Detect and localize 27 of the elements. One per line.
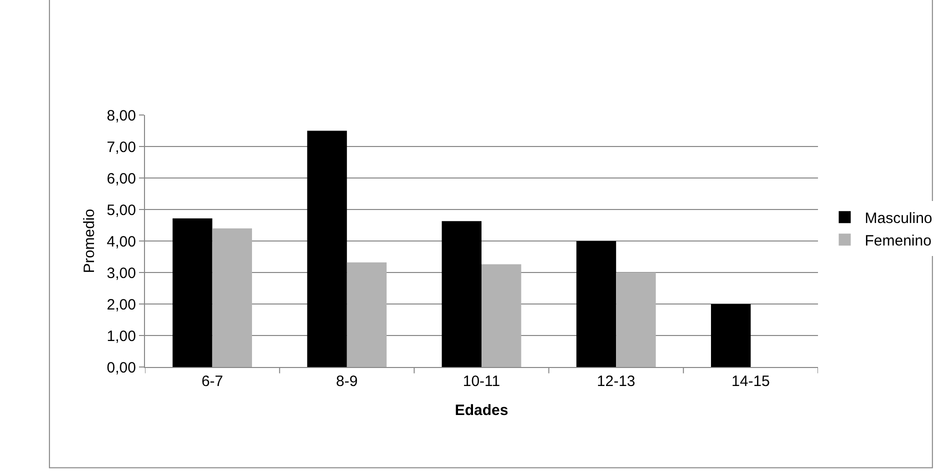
x-tick-label: 6-7	[201, 373, 224, 390]
y-tick-label: 8,00	[106, 107, 136, 124]
y-tick-label: 6,00	[106, 170, 136, 188]
y-tick-label: 0,00	[106, 359, 136, 376]
y-tick-label: 3,00	[106, 264, 136, 282]
bar	[442, 221, 482, 367]
y-tick-label: 1,00	[106, 328, 136, 345]
bar	[307, 130, 347, 367]
bar	[212, 228, 252, 367]
bar	[172, 218, 212, 367]
legend-label: Femenino	[864, 232, 932, 250]
y-tick-label: 4,00	[106, 233, 136, 250]
bar	[616, 272, 656, 367]
y-tick-label: 7,00	[106, 138, 136, 156]
x-tick-label: 8-9	[336, 373, 358, 390]
bar	[346, 262, 387, 367]
y-axis-title: Promedio	[81, 208, 98, 274]
bar	[710, 304, 751, 367]
y-tick-label: 2,00	[106, 296, 136, 314]
bar	[576, 241, 616, 367]
x-axis-title: Edades	[454, 402, 508, 419]
x-tick-label: 14-15	[732, 373, 770, 390]
x-tick-label: 10-11	[462, 373, 500, 390]
bar	[482, 264, 522, 367]
y-tick-label: 5,00	[106, 202, 136, 219]
legend-label: Masculino	[864, 210, 932, 227]
x-tick-label: 12-13	[596, 373, 636, 390]
